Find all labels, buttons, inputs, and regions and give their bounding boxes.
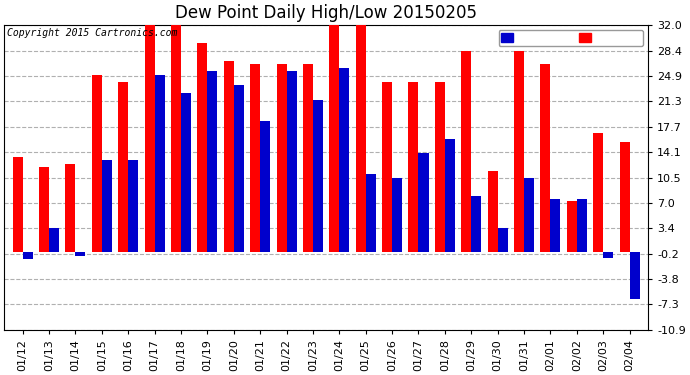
- Bar: [118, 82, 128, 252]
- Bar: [12, 156, 23, 252]
- Bar: [145, 25, 155, 252]
- Bar: [181, 93, 191, 252]
- Bar: [303, 64, 313, 252]
- Bar: [577, 199, 586, 252]
- Bar: [155, 75, 165, 252]
- Bar: [488, 171, 497, 252]
- Bar: [23, 252, 32, 260]
- Bar: [49, 228, 59, 252]
- Bar: [208, 71, 217, 252]
- Bar: [260, 121, 270, 252]
- Title: Dew Point Daily High/Low 20150205: Dew Point Daily High/Low 20150205: [175, 4, 477, 22]
- Bar: [514, 51, 524, 252]
- Bar: [540, 64, 551, 252]
- Bar: [75, 252, 86, 256]
- Bar: [461, 51, 471, 252]
- Bar: [224, 61, 234, 252]
- Bar: [92, 75, 102, 252]
- Bar: [250, 64, 260, 252]
- Bar: [355, 25, 366, 252]
- Bar: [39, 167, 49, 252]
- Bar: [66, 164, 75, 252]
- Bar: [620, 142, 629, 252]
- Bar: [593, 133, 603, 252]
- Bar: [418, 153, 428, 252]
- Text: Copyright 2015 Cartronics.com: Copyright 2015 Cartronics.com: [8, 28, 178, 38]
- Bar: [382, 82, 392, 252]
- Legend: Low  (°F), High  (°F): Low (°F), High (°F): [498, 30, 643, 46]
- Bar: [366, 174, 376, 252]
- Bar: [471, 196, 482, 252]
- Bar: [445, 139, 455, 252]
- Bar: [566, 201, 577, 252]
- Bar: [171, 25, 181, 252]
- Bar: [408, 82, 418, 252]
- Bar: [603, 252, 613, 258]
- Bar: [551, 199, 560, 252]
- Bar: [234, 86, 244, 252]
- Bar: [524, 178, 534, 252]
- Bar: [339, 68, 349, 252]
- Bar: [128, 160, 138, 252]
- Bar: [435, 82, 445, 252]
- Bar: [102, 160, 112, 252]
- Bar: [629, 252, 640, 298]
- Bar: [392, 178, 402, 252]
- Bar: [286, 71, 297, 252]
- Bar: [197, 43, 208, 252]
- Bar: [277, 64, 286, 252]
- Bar: [329, 18, 339, 252]
- Bar: [497, 228, 508, 252]
- Bar: [313, 100, 323, 252]
